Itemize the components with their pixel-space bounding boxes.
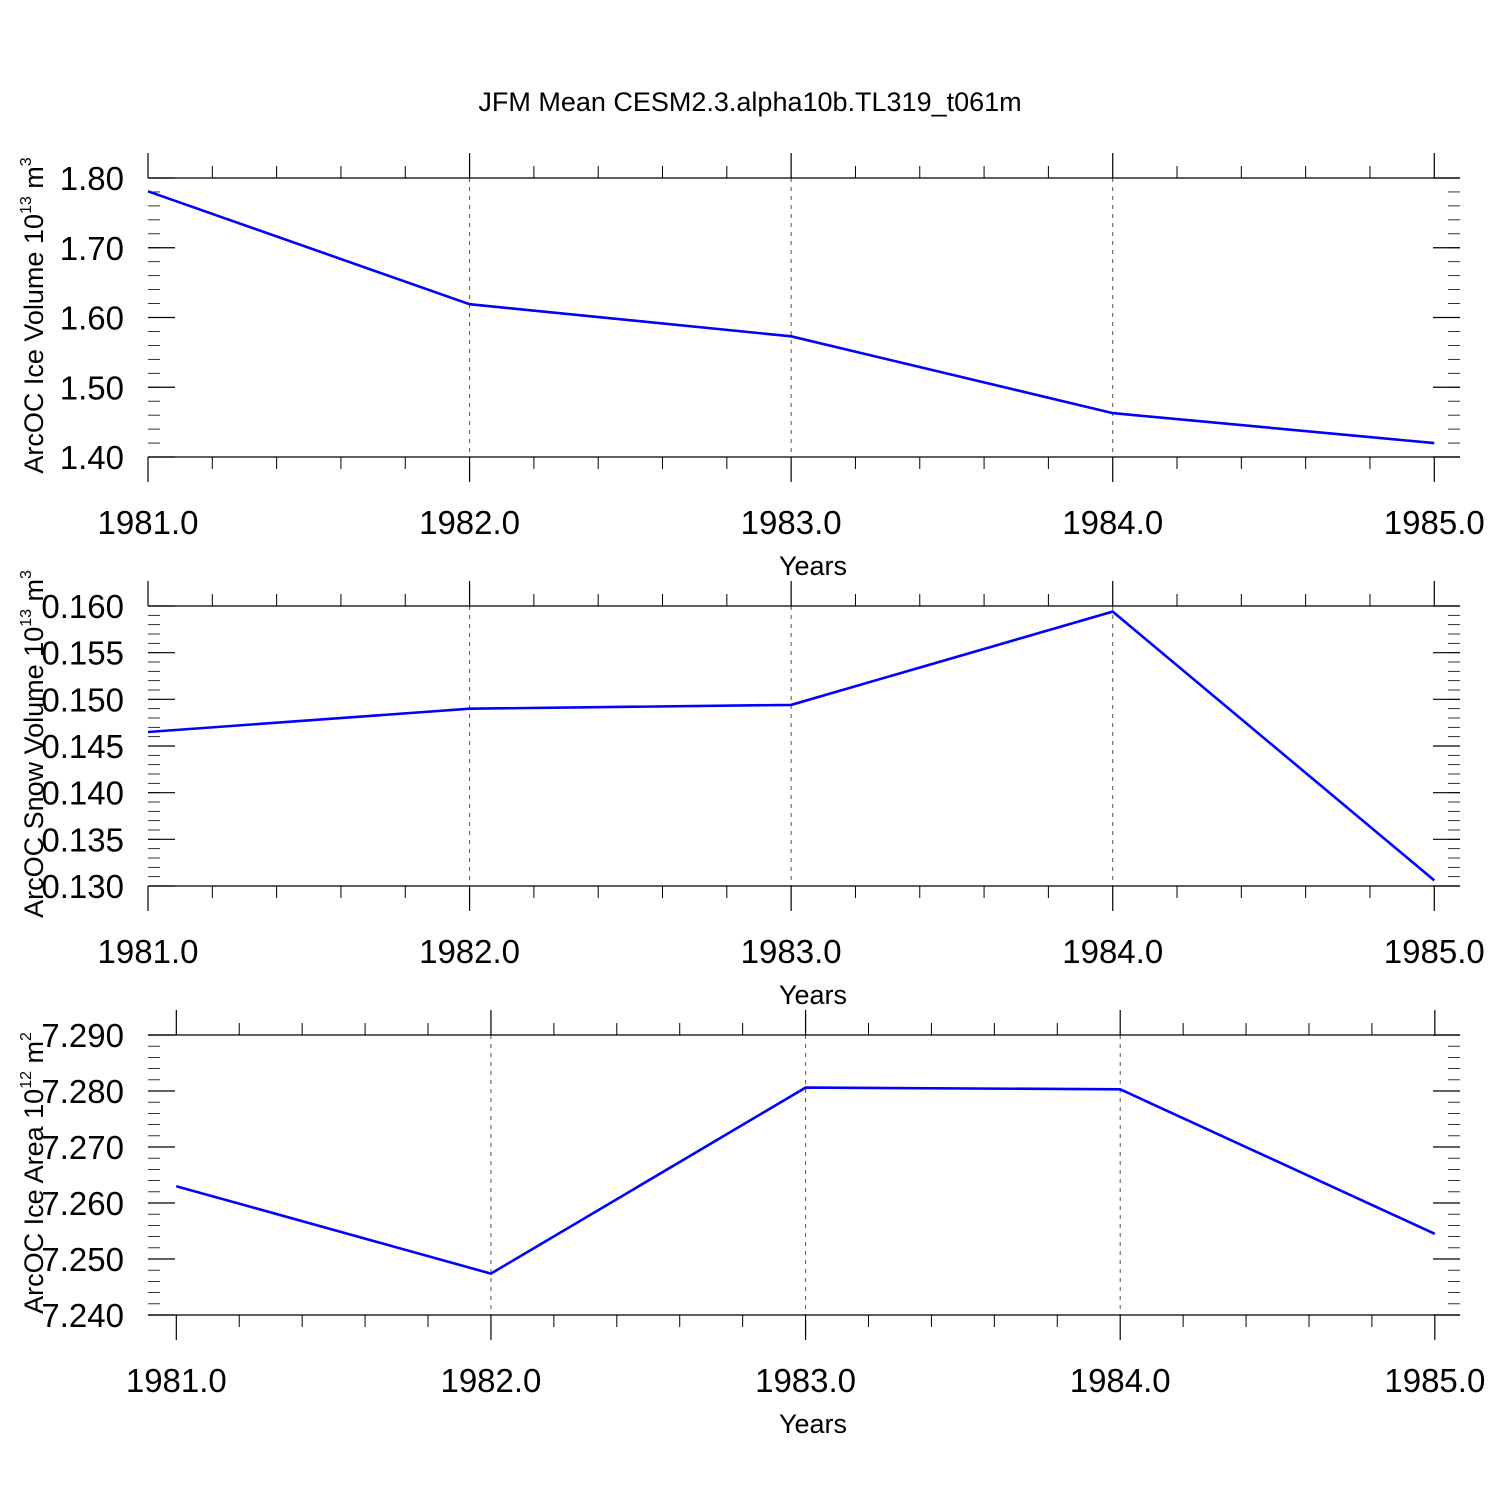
- x-axis-label: Years: [779, 1409, 847, 1439]
- y-axis-label: ArcOC Ice Area 1012 m2: [18, 1032, 49, 1314]
- x-tick-label: 1985.0: [1384, 1362, 1485, 1399]
- x-tick-label: 1984.0: [1062, 504, 1163, 541]
- x-tick-label: 1985.0: [1384, 933, 1485, 970]
- x-tick-label: 1983.0: [741, 504, 842, 541]
- x-tick-label: 1985.0: [1384, 504, 1485, 541]
- x-tick-label: 1982.0: [419, 933, 520, 970]
- x-axis-label: Years: [779, 551, 847, 581]
- y-axis-label: ArcOC Ice Volume 1013 m3: [18, 157, 49, 473]
- y-label-unit: m: [19, 579, 49, 609]
- y-tick-label: 0.130: [41, 868, 124, 905]
- y-tick-label: 7.250: [41, 1241, 124, 1278]
- y-label-unit-exponent: 2: [18, 1032, 35, 1041]
- x-tick-label: 1983.0: [755, 1362, 856, 1399]
- y-axis-label: ArcOC Snow Volume 1013 m3: [18, 570, 49, 918]
- x-tick-label: 1984.0: [1062, 933, 1163, 970]
- y-tick-label: 0.150: [41, 681, 124, 718]
- y-label-prefix: ArcOC Ice Area 10: [19, 1089, 49, 1314]
- y-tick-label: 0.160: [41, 588, 124, 625]
- series-line: [147, 190, 1435, 445]
- y-label-unit: m: [19, 166, 49, 196]
- y-label-exponent: 13: [18, 196, 35, 214]
- y-tick-label: 1.60: [60, 300, 124, 337]
- y-label-prefix: ArcOC Snow Volume 10: [19, 627, 49, 918]
- series-line: [175, 1086, 1436, 1276]
- y-tick-label: 0.135: [41, 821, 124, 858]
- y-tick-label: 1.50: [60, 369, 124, 406]
- y-tick-label: 7.270: [41, 1129, 124, 1166]
- x-tick-label: 1981.0: [98, 933, 199, 970]
- x-tick-label: 1982.0: [440, 1362, 541, 1399]
- y-tick-label: 1.80: [60, 160, 124, 197]
- x-axis-label: Years: [779, 980, 847, 1010]
- x-tick-label: 1982.0: [419, 504, 520, 541]
- y-label-unit-exponent: 3: [18, 570, 35, 579]
- chart-panels: 1981.0 1982.0 1983.0 1984.0 1985.0 1.40 1.50 1.…: [18, 153, 1485, 1439]
- y-tick-label: 7.260: [41, 1185, 124, 1222]
- x-tick-label: 1981.0: [98, 504, 199, 541]
- y-label-exponent: 12: [18, 1071, 35, 1089]
- y-tick-label: 1.70: [60, 230, 124, 267]
- y-tick-label: 0.140: [41, 775, 124, 812]
- y-label-exponent: 13: [18, 609, 35, 627]
- chart-title: JFM Mean CESM2.3.alpha10b.TL319_t061m: [478, 87, 1021, 117]
- panel-2: 1981.0 1982.0 1983.0 1984.0 1985.0 0.130 0.135…: [18, 570, 1485, 1010]
- y-tick-label: 7.280: [41, 1073, 124, 1110]
- y-tick-label: 7.240: [41, 1297, 124, 1334]
- y-label-unit: m: [19, 1041, 49, 1071]
- panel-1: 1981.0 1982.0 1983.0 1984.0 1985.0 1.40 1.50 1.…: [18, 153, 1485, 581]
- x-tick-label: 1981.0: [126, 1362, 227, 1399]
- y-tick-label: 0.155: [41, 635, 124, 672]
- series-line: [147, 610, 1436, 882]
- panel-3: 1981.0 1982.0 1983.0 1984.0 1985.0 7.240 7.250…: [18, 1010, 1485, 1439]
- y-tick-label: 1.40: [60, 439, 124, 476]
- y-label-unit-exponent: 3: [18, 157, 35, 166]
- y-tick-label: 0.145: [41, 728, 124, 765]
- y-tick-label: 7.290: [41, 1017, 124, 1054]
- x-tick-label: 1983.0: [741, 933, 842, 970]
- y-label-prefix: ArcOC Ice Volume 10: [19, 214, 49, 474]
- x-tick-label: 1984.0: [1070, 1362, 1171, 1399]
